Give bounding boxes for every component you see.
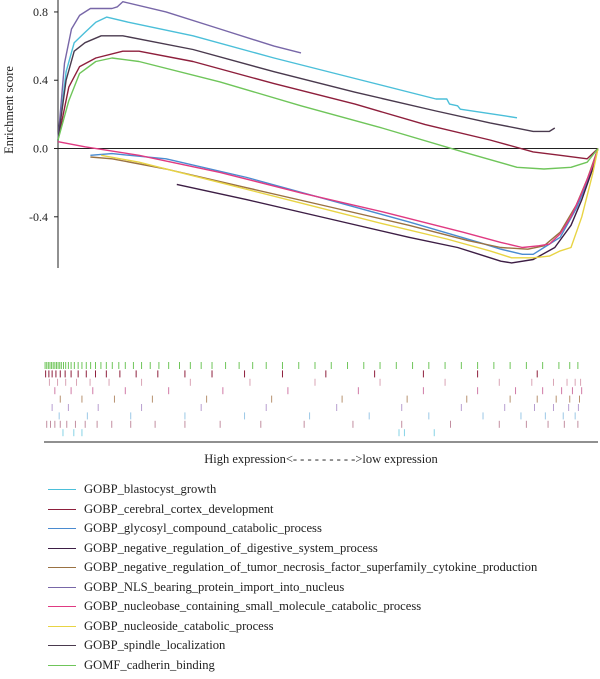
hit-rug	[44, 362, 598, 443]
enrichment-chart: 0.8 0.4 0.0 -0.4 Enrichment score High expr…	[2, 0, 599, 466]
legend-item: GOBP_blastocyst_growth	[48, 480, 596, 500]
legend-label: GOBP_nucleobase_containing_small_molecul…	[84, 599, 422, 614]
legend-item: GOBP_spindle_localization	[48, 636, 596, 656]
legend-item: GOBP_glycosyl_compound_catabolic_process	[48, 519, 596, 539]
y-tick-label: 0.4	[33, 73, 48, 87]
legend-item: GOBP_nucleoside_catabolic_process	[48, 617, 596, 637]
legend-swatch	[48, 664, 76, 666]
series-line-10	[57, 57, 599, 170]
series-line-4	[176, 148, 599, 264]
enrichment-curves	[57, 1, 599, 264]
series-line-9	[57, 35, 556, 141]
legend-item: GOBP_nucleobase_containing_small_molecul…	[48, 597, 596, 617]
legend-label: GOBP_glycosyl_compound_catabolic_process	[84, 521, 322, 536]
legend-swatch	[48, 547, 76, 549]
legend-swatch	[48, 625, 76, 627]
series-line-3	[90, 148, 599, 255]
legend-swatch	[48, 606, 76, 608]
axes: 0.8 0.4 0.0 -0.4	[29, 0, 598, 268]
legend-item: GOBP_negative_regulation_of_tumor_necros…	[48, 558, 596, 578]
legend-label: GOBP_negative_regulation_of_digestive_sy…	[84, 540, 378, 555]
legend-label: GOBP_negative_regulation_of_tumor_necros…	[84, 560, 538, 575]
legend-label: GOBP_NLS_bearing_protein_import_into_nuc…	[84, 579, 345, 594]
legend-swatch	[48, 528, 76, 530]
series-line-8	[101, 148, 599, 259]
y-tick-label: 0.8	[33, 5, 48, 19]
legend-swatch	[48, 508, 76, 510]
y-axis-label: Enrichment score	[2, 66, 16, 154]
series-line-1	[57, 16, 518, 141]
legend-item: GOBP_negative_regulation_of_digestive_sy…	[48, 539, 596, 559]
legend-label: GOBP_cerebral_cortex_development	[84, 501, 274, 516]
legend-label: GOBP_nucleoside_catabolic_process	[84, 618, 274, 633]
legend-label: GOBP_spindle_localization	[84, 638, 226, 653]
legend-item: GOBP_NLS_bearing_protein_import_into_nuc…	[48, 578, 596, 598]
series-line-2	[57, 50, 599, 160]
legend-label: GOMF_cadherin_binding	[84, 657, 215, 672]
legend-swatch	[48, 489, 76, 491]
legend-item: GOBP_cerebral_cortex_development	[48, 500, 596, 520]
legend-swatch	[48, 567, 76, 569]
series-line-7	[57, 141, 599, 249]
series-line-5	[90, 148, 599, 250]
legend-swatch	[48, 586, 76, 588]
legend-swatch	[48, 645, 76, 647]
legend: GOBP_blastocyst_growth GOBP_cerebral_cort…	[48, 480, 596, 675]
y-tick-label: -0.4	[29, 210, 48, 224]
legend-label: GOBP_blastocyst_growth	[84, 482, 217, 497]
x-axis-label: High expression<- - - - - - - - ->low ex…	[204, 452, 438, 466]
series-line-6	[57, 1, 302, 141]
legend-item: GOMF_cadherin_binding	[48, 656, 596, 676]
y-tick-label: 0.0	[33, 142, 48, 156]
